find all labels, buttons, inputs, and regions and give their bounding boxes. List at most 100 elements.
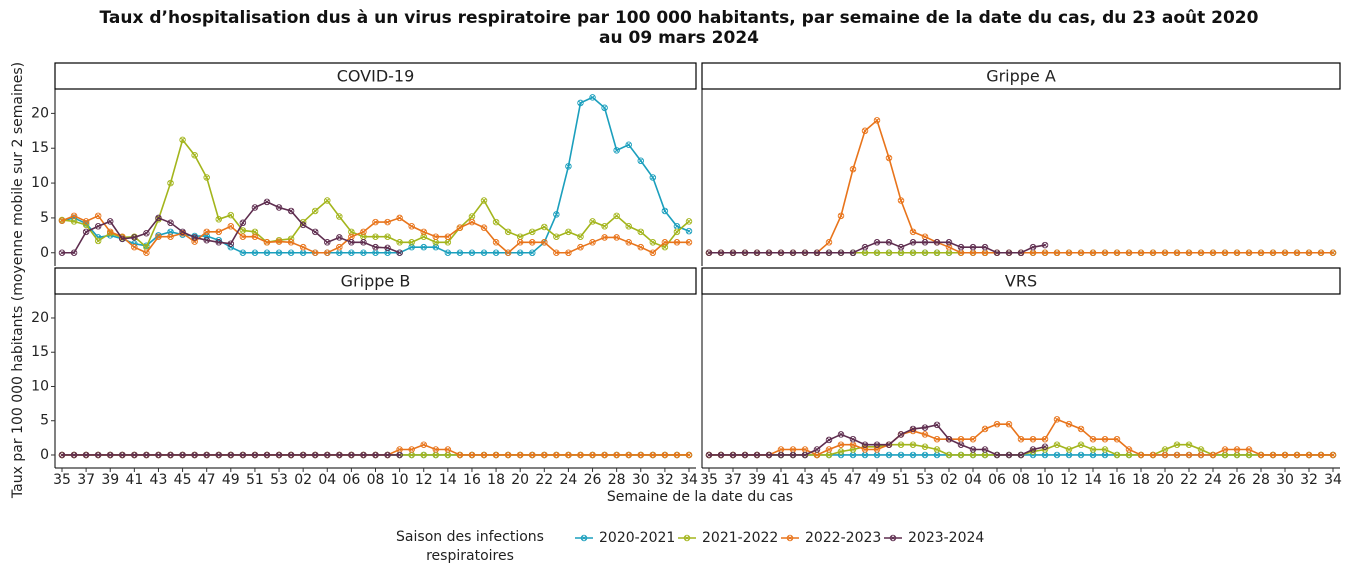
point <box>336 234 343 241</box>
y-tick-label: 5 <box>40 210 49 226</box>
point <box>873 441 881 448</box>
x-tick-label: 34 <box>680 472 698 488</box>
point <box>408 446 415 453</box>
point <box>909 249 917 256</box>
point <box>287 207 295 215</box>
y-tick-label: 0 <box>40 447 49 463</box>
point <box>1005 420 1013 428</box>
point <box>1005 451 1013 459</box>
point <box>119 235 126 243</box>
point <box>215 228 223 236</box>
point <box>661 239 669 246</box>
point <box>921 431 929 438</box>
point <box>577 233 584 240</box>
point <box>420 228 427 236</box>
point <box>837 431 845 438</box>
point <box>589 218 596 225</box>
x-tick-label: 24 <box>1204 472 1222 488</box>
point <box>1065 420 1073 428</box>
point <box>299 244 307 251</box>
point <box>311 228 319 236</box>
point <box>813 451 821 459</box>
point <box>324 451 331 459</box>
point <box>58 451 66 459</box>
point <box>933 451 941 459</box>
point <box>1269 451 1277 459</box>
point <box>957 249 965 256</box>
point <box>933 249 941 256</box>
legend-label: 2020-2021 <box>599 530 675 546</box>
point <box>825 249 833 256</box>
facet-title: COVID-19 <box>337 67 415 86</box>
point <box>311 451 319 459</box>
point <box>444 233 452 240</box>
point <box>1053 441 1061 448</box>
point <box>577 99 584 107</box>
point <box>468 213 476 220</box>
x-tick-label: 10 <box>391 472 409 488</box>
point <box>981 425 989 433</box>
point <box>625 223 632 230</box>
point <box>215 451 223 459</box>
y-tick-label: 10 <box>31 378 49 394</box>
point <box>897 249 905 256</box>
x-tick-label: 18 <box>1132 472 1150 488</box>
x-tick-label: 51 <box>892 472 910 488</box>
x-tick-label: 41 <box>125 472 143 488</box>
point <box>94 223 102 230</box>
point <box>729 451 737 459</box>
x-tick-label: 12 <box>415 472 433 488</box>
point <box>191 234 198 241</box>
point <box>456 224 464 231</box>
point <box>1077 441 1085 448</box>
point <box>131 451 138 459</box>
point <box>336 451 343 459</box>
point <box>468 249 476 256</box>
point <box>360 451 367 459</box>
point <box>613 212 620 220</box>
point <box>921 239 929 246</box>
point <box>861 249 869 256</box>
point <box>444 451 452 459</box>
x-tick-label: 04 <box>964 472 982 488</box>
point <box>444 446 452 453</box>
point <box>1257 451 1265 459</box>
x-tick-label: 08 <box>367 472 385 488</box>
point <box>849 165 857 173</box>
point <box>372 451 379 459</box>
point <box>789 446 797 453</box>
point <box>529 249 536 256</box>
x-tick-label: 22 <box>1180 472 1198 488</box>
point <box>753 249 761 256</box>
point <box>649 249 657 256</box>
point <box>849 441 857 448</box>
point <box>155 214 162 222</box>
point <box>637 451 645 459</box>
y-tick-label: 15 <box>31 140 49 156</box>
y-tick-label: 20 <box>31 310 49 326</box>
x-tick-label: 45 <box>820 472 838 488</box>
y-axis-label: Taux par 100 000 habitants (moyenne mobi… <box>10 62 26 499</box>
point <box>637 244 645 251</box>
point <box>1053 416 1061 423</box>
point <box>565 163 572 170</box>
point <box>504 249 512 256</box>
point <box>1089 249 1097 256</box>
point <box>299 249 307 256</box>
point <box>981 446 989 453</box>
point <box>131 244 138 251</box>
point <box>957 451 965 459</box>
point <box>1041 436 1049 443</box>
point <box>70 249 78 256</box>
point <box>1089 446 1097 453</box>
point <box>969 451 977 459</box>
y-tick-label: 10 <box>31 175 49 191</box>
point <box>885 239 893 246</box>
series-line <box>709 423 1046 456</box>
legend-marker <box>580 534 588 542</box>
x-tick-label: 32 <box>656 472 674 488</box>
point <box>661 451 669 459</box>
point <box>1221 451 1229 459</box>
x-tick-label: 53 <box>270 472 288 488</box>
